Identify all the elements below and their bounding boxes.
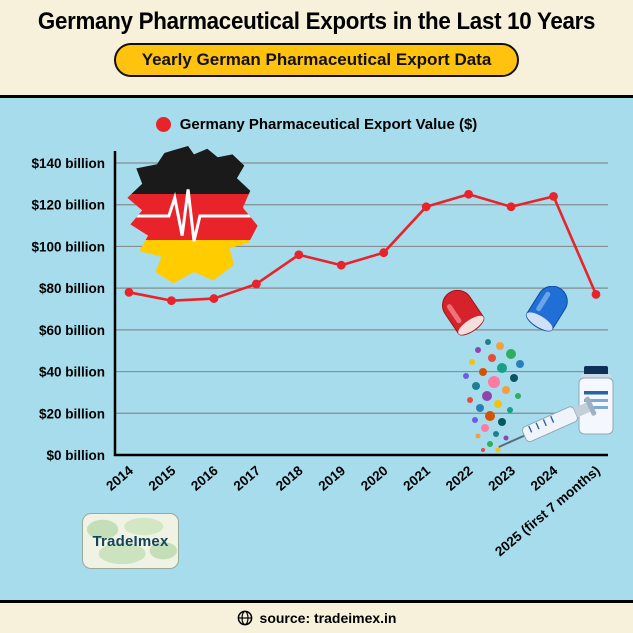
globe-icon: [237, 610, 253, 626]
capsule-left-half-icon: [442, 289, 485, 336]
svg-text:$60 billion: $60 billion: [39, 323, 105, 338]
legend-label: Germany Pharmaceutical Export Value ($): [179, 116, 478, 133]
heartbeat-line-icon: [120, 146, 268, 286]
svg-text:$140 billion: $140 billion: [31, 156, 105, 171]
header: Germany Pharmaceutical Exports in the La…: [0, 0, 633, 95]
logo-text: TradeImex: [92, 532, 169, 550]
syringe-and-vial-illustration: [498, 366, 614, 448]
subtitle-badge: Yearly German Pharmaceutical Export Data: [113, 43, 520, 77]
svg-text:2019: 2019: [316, 463, 349, 494]
svg-text:2022: 2022: [443, 463, 476, 494]
syringe-icon: [498, 396, 597, 448]
svg-text:2021: 2021: [400, 463, 433, 494]
export-value-line-chart: $0 billion $20 billion $40 billion $60 bill…: [31, 151, 608, 559]
open-capsule-illustration: [442, 286, 568, 453]
page-title: Germany Pharmaceutical Exports in the La…: [37, 8, 596, 35]
logo-world-map-art: [86, 517, 178, 565]
tradeimex-logo: TradeImex: [82, 513, 179, 569]
svg-text:2020: 2020: [358, 463, 391, 494]
footer: source: tradeimex.in: [0, 600, 633, 633]
capsule-right-half-icon: [525, 286, 568, 332]
legend-dot-icon: [155, 117, 171, 132]
svg-text:$80 billion: $80 billion: [39, 281, 105, 296]
spilling-pills-dots: [463, 339, 524, 453]
svg-text:2016: 2016: [188, 463, 221, 494]
source-text: source: tradeimex.in: [259, 610, 397, 626]
svg-text:2023: 2023: [485, 463, 518, 494]
svg-text:$120 billion: $120 billion: [31, 198, 105, 213]
svg-text:$20 billion: $20 billion: [39, 406, 105, 421]
svg-text:2017: 2017: [231, 463, 264, 494]
chart-panel: Germany Pharmaceutical Export Value ($) …: [0, 95, 633, 600]
svg-text:$40 billion: $40 billion: [39, 365, 105, 380]
vial-icon: [578, 366, 614, 435]
svg-text:$100 billion: $100 billion: [31, 239, 105, 254]
svg-text:$0 billion: $0 billion: [46, 448, 105, 463]
svg-text:2024: 2024: [528, 463, 561, 494]
svg-text:2015: 2015: [146, 463, 179, 494]
chart-legend: Germany Pharmaceutical Export Value ($): [0, 116, 633, 133]
svg-text:2014: 2014: [103, 463, 136, 494]
svg-text:2018: 2018: [273, 463, 306, 494]
